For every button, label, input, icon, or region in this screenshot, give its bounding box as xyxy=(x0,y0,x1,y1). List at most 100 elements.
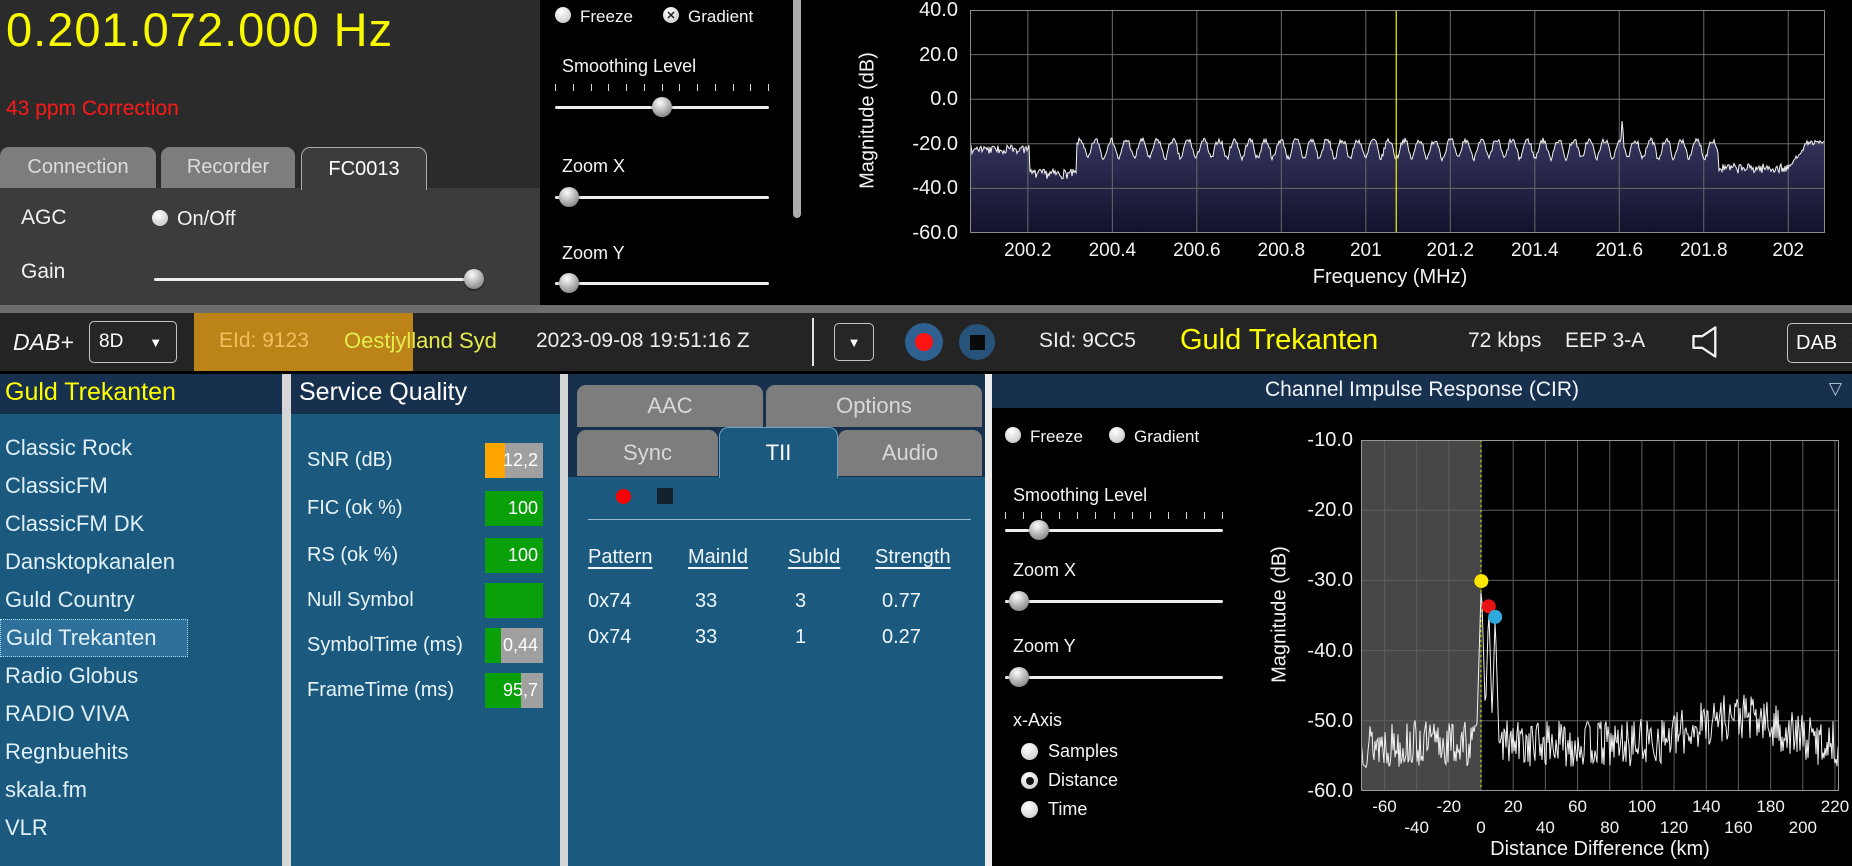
list-item[interactable]: ClassicFM xyxy=(5,473,108,498)
radio-label-samples: Samples xyxy=(1048,741,1119,761)
slider-tick xyxy=(1149,512,1151,519)
spectrum-gradient-checkbox[interactable]: ✕ xyxy=(663,7,679,23)
tii-record-button[interactable] xyxy=(616,489,631,504)
list-item[interactable]: Regnbuehits xyxy=(5,739,129,764)
tab-connection[interactable]: Connection xyxy=(0,147,156,188)
channel-dropdown[interactable]: 8D ▼ xyxy=(89,321,177,363)
slider-tick xyxy=(768,84,769,91)
y-tick-label: -60.0 xyxy=(1307,780,1353,802)
list-item[interactable]: Guld Country xyxy=(5,587,135,612)
radio-samples[interactable] xyxy=(1021,743,1038,760)
quality-metric-label: RS (ok %) xyxy=(307,544,399,566)
x-tick-label: 200.4 xyxy=(1088,240,1137,261)
cir-smoothing-label: Smoothing Level xyxy=(1013,485,1148,505)
quality-metric-label: SymbolTime (ms) xyxy=(307,634,463,656)
tii-cell-value: 0.77 xyxy=(882,590,921,612)
slider-thumb[interactable] xyxy=(652,97,672,117)
expand-dropdown-button[interactable]: ▼ xyxy=(834,323,874,361)
x-tick-label: 200 xyxy=(1788,818,1817,837)
list-item[interactable]: Radio Globus xyxy=(5,663,139,688)
cir-title: Channel Impulse Response (CIR) xyxy=(1265,378,1579,401)
cir-zoom-x-label: Zoom X xyxy=(1013,560,1077,580)
cir-smoothing-tickmarks xyxy=(1005,512,1223,520)
service-list-scrollbar[interactable] xyxy=(282,374,291,866)
service-quality-panel: SNR (dB) 12,2 FIC (ok %) 100 RS (ok %) 100 Nul… xyxy=(291,414,560,866)
collapse-triangle-icon[interactable]: ▽ xyxy=(1828,379,1842,398)
x-tick-label: 120 xyxy=(1659,818,1689,837)
quality-metric-value: 12,2 xyxy=(502,450,538,470)
spectrum-zoom-x-slider[interactable] xyxy=(555,196,769,199)
cir-x-axis-title: Distance Difference (km) xyxy=(1490,838,1710,860)
spectrum-controls-scrollbar[interactable] xyxy=(793,0,801,218)
cir-controls-panel xyxy=(992,408,1245,866)
y-tick-label: 20.0 xyxy=(919,43,958,66)
output-mode-dropdown[interactable]: DAB ▼ xyxy=(1787,323,1852,363)
spectrum-smoothing-label: Smoothing Level xyxy=(562,56,697,76)
quality-metric-label: FIC (ok %) xyxy=(307,497,403,519)
slider-thumb[interactable] xyxy=(1028,520,1049,540)
tab-options[interactable]: Options xyxy=(766,385,982,427)
slider-tick xyxy=(1167,512,1169,519)
list-item[interactable]: Dansktopkanalen xyxy=(5,549,176,574)
tii-cell-value: 33 xyxy=(695,626,718,648)
list-item[interactable]: VLR xyxy=(5,815,48,840)
radio-distance[interactable] xyxy=(1021,772,1038,789)
slider-tick xyxy=(661,84,663,91)
spectrum-controls-panel: Freeze ✕ Gradient Smoothing Level Zoom X… xyxy=(540,0,790,305)
tii-cell-value: 0x74 xyxy=(588,590,632,612)
spectrum-zoom-y-slider[interactable] xyxy=(555,282,769,285)
record-icon xyxy=(915,333,933,351)
tab-recorder[interactable]: Recorder xyxy=(161,147,295,188)
list-item[interactable]: Classic Rock xyxy=(5,435,133,460)
x-tick-label: 201.2 xyxy=(1426,240,1475,261)
cir-freeze-checkbox[interactable] xyxy=(1005,427,1021,443)
x-tick-label: 80 xyxy=(1600,818,1620,837)
cir-zoom-x-slider[interactable] xyxy=(1005,600,1223,603)
panel-splitter[interactable] xyxy=(985,374,992,866)
slider-tick xyxy=(697,84,698,91)
slider-tick xyxy=(732,84,734,91)
list-item[interactable]: ClassicFM DK xyxy=(5,511,145,536)
slider-tick xyxy=(643,84,645,91)
cir-y-axis-title: Magnitude (dB) xyxy=(1268,546,1291,683)
radio-time[interactable] xyxy=(1021,801,1038,818)
slider-thumb[interactable] xyxy=(558,273,579,293)
slider-tick xyxy=(1041,512,1043,519)
quality-metric-bar: 95,7 xyxy=(485,673,543,708)
service-quality-title: Service Quality xyxy=(299,378,468,406)
cir-smoothing-slider[interactable] xyxy=(1005,529,1223,532)
service-quality-scrollbar[interactable] xyxy=(560,374,568,866)
speaker-icon[interactable] xyxy=(1690,326,1726,358)
slider-tick xyxy=(572,84,574,91)
slider-thumb[interactable] xyxy=(464,269,484,289)
quality-metric-bar: 100 xyxy=(485,491,543,526)
spectrum-freeze-checkbox[interactable] xyxy=(555,7,571,23)
list-item[interactable]: skala.fm xyxy=(5,777,87,802)
tii-stop-button[interactable] xyxy=(657,488,673,504)
y-tick-label: -20.0 xyxy=(1307,499,1353,522)
agc-toggle[interactable] xyxy=(152,210,168,226)
cir-gradient-label: Gradient xyxy=(1134,427,1200,446)
spectrum-plot xyxy=(970,10,1825,233)
tab-tii[interactable]: TII xyxy=(719,427,838,478)
record-button[interactable] xyxy=(905,323,943,361)
gain-slider[interactable] xyxy=(154,278,484,281)
tab-fc0013[interactable]: FC0013 xyxy=(301,147,427,190)
smoothing-tickmarks xyxy=(555,84,769,92)
slider-thumb[interactable] xyxy=(1008,667,1029,687)
quality-metric-label: Null Symbol xyxy=(307,589,414,611)
tii-cell-value: 0.27 xyxy=(882,626,921,648)
cir-zoom-y-slider[interactable] xyxy=(1005,676,1223,679)
horizontal-separator xyxy=(0,305,1852,313)
y-tick-label: -40.0 xyxy=(1307,639,1353,662)
quality-metric-fill xyxy=(485,583,543,618)
slider-thumb[interactable] xyxy=(1008,591,1029,611)
list-item[interactable]: RADIO VIVA xyxy=(5,701,130,726)
cir-gradient-checkbox[interactable] xyxy=(1109,427,1125,443)
tab-aac[interactable]: AAC xyxy=(577,385,763,427)
slider-thumb[interactable] xyxy=(558,187,579,207)
stop-button[interactable] xyxy=(959,324,995,360)
tab-audio[interactable]: Audio xyxy=(838,430,982,476)
tab-sync[interactable]: Sync xyxy=(577,430,718,476)
list-item[interactable]: Guld Trekanten xyxy=(0,619,188,657)
